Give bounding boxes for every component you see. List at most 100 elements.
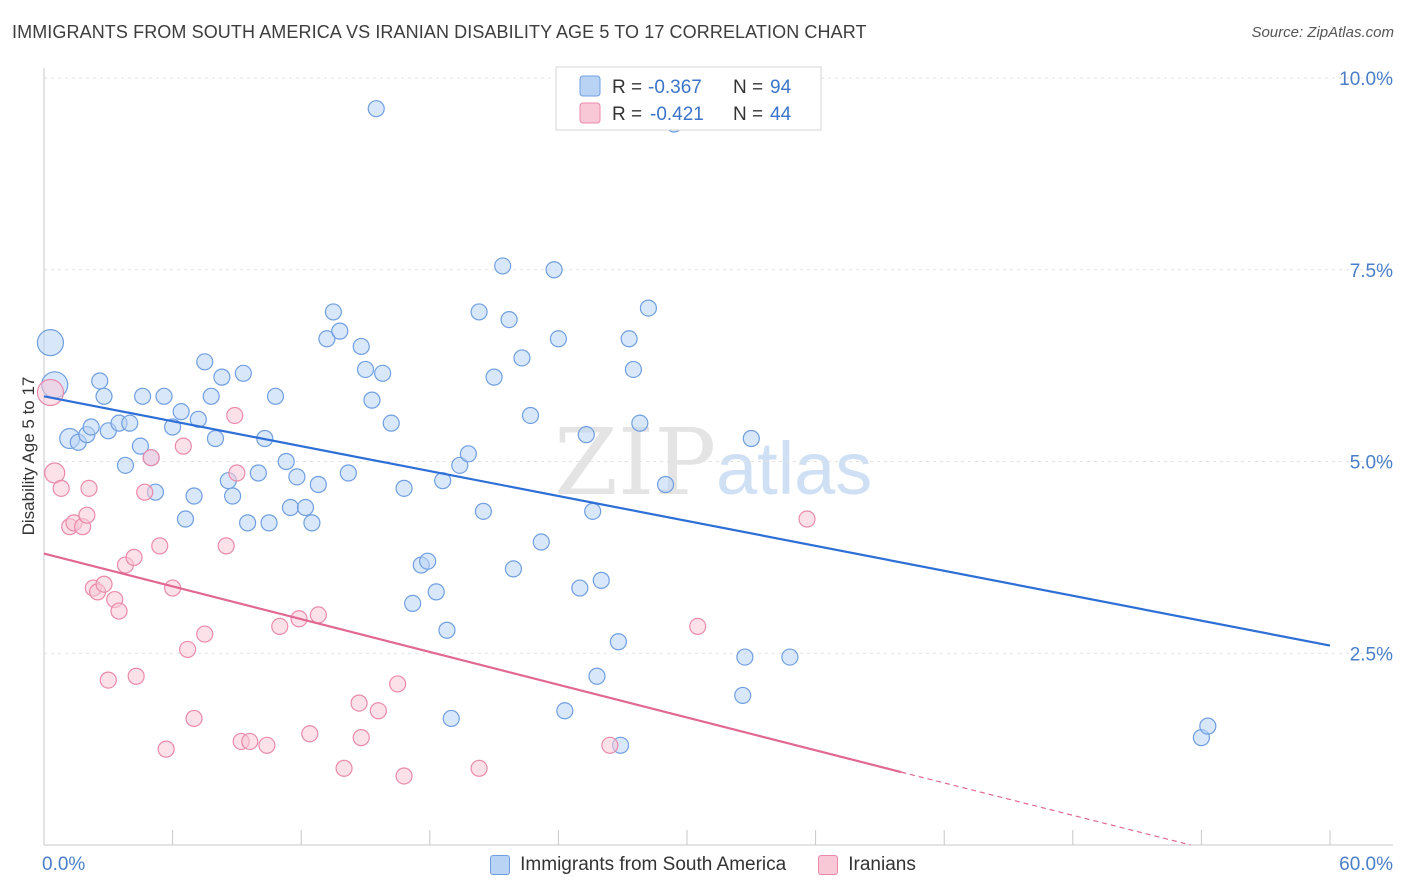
point-south-america (404, 594, 422, 612)
point-iranian (301, 725, 319, 743)
point-south-america (185, 487, 203, 505)
point-south-america (352, 337, 370, 356)
legend-swatch-blue (579, 75, 601, 97)
point-iranian (470, 759, 488, 777)
point-south-america (155, 387, 173, 405)
point-iranian (226, 406, 244, 425)
point-south-america (296, 498, 315, 517)
point-south-america (116, 456, 135, 474)
point-south-america (781, 648, 799, 666)
y-tick-label: 5.0% (1350, 453, 1393, 474)
point-south-america (95, 387, 113, 405)
trend-lines (43, 395, 1331, 846)
point-south-america (656, 475, 675, 494)
legend-label-iranians: Iranians (848, 854, 916, 875)
point-south-america (500, 311, 518, 329)
legend-n-label-pink: N = (733, 104, 763, 125)
point-south-america (513, 349, 531, 367)
point-iranian (185, 709, 203, 728)
point-iranian (241, 732, 259, 751)
point-south-america (734, 686, 752, 705)
axes (43, 68, 1393, 846)
point-south-america (474, 502, 492, 520)
point-iranian (151, 537, 169, 555)
point-iranian (174, 437, 192, 455)
point-iranian (335, 759, 353, 777)
point-south-america (620, 330, 638, 348)
point-south-america (318, 330, 336, 348)
point-south-america (549, 330, 568, 348)
legend-label-south-america: Immigrants from South America (520, 854, 787, 875)
point-south-america (438, 621, 456, 639)
point-iranian (78, 506, 96, 524)
point-south-america (121, 414, 139, 432)
correlation-legend: R = -0.367 N = 94 R = -0.421 N = 44 (555, 66, 822, 131)
point-south-america (176, 510, 195, 528)
point-south-america (239, 514, 257, 532)
y-tick-labels: 2.5% 5.0% 7.5% 10.0% (1339, 69, 1393, 665)
point-south-america (639, 299, 658, 317)
point-iranian (80, 479, 98, 497)
point-south-america (266, 387, 285, 405)
point-south-america (249, 464, 267, 482)
point-iranian (217, 537, 235, 555)
point-south-america (577, 426, 595, 444)
point-south-america (281, 498, 300, 517)
point-south-america (382, 414, 400, 432)
point-iranian (136, 483, 154, 501)
point-south-america (451, 456, 469, 474)
point-south-america (556, 702, 574, 720)
point-south-america (588, 667, 606, 685)
legend-r-value-pink: -0.421 (650, 104, 704, 125)
trend-line-south-america (43, 395, 1331, 647)
chart-source: Source: ZipAtlas.com (1251, 24, 1394, 41)
point-south-america (224, 487, 242, 505)
point-iranian (395, 767, 413, 785)
point-south-america (202, 387, 220, 405)
chart-title: IMMIGRANTS FROM SOUTH AMERICA VS IRANIAN… (12, 22, 867, 42)
legend-r-value-blue: -0.367 (648, 77, 702, 98)
point-south-america (736, 648, 754, 666)
point-south-america (339, 464, 357, 482)
point-iranian (196, 625, 214, 643)
point-south-america (459, 445, 477, 463)
point-south-america (609, 633, 628, 651)
point-south-america (288, 468, 306, 486)
point-iranian (36, 378, 65, 407)
x-tick-label-min: 0.0% (42, 854, 85, 875)
point-south-america (196, 353, 214, 371)
legend-swatch-iranians (818, 855, 839, 875)
trend-line-iranians-extension (901, 771, 1191, 846)
point-iranian (271, 617, 289, 636)
point-south-america (367, 100, 385, 118)
point-iranian (142, 449, 160, 467)
point-iranian (601, 736, 619, 754)
point-iranian (798, 510, 816, 528)
point-iranian (95, 575, 113, 593)
y-axis-label: Disability Age 5 to 17 (19, 377, 38, 536)
legend-swatch-pink (579, 102, 601, 124)
point-south-america (592, 571, 610, 589)
watermark-atlas: atlas (716, 427, 872, 510)
legend-n-value-pink: 44 (770, 104, 792, 125)
point-iranian (258, 736, 276, 754)
point-iranian (157, 740, 175, 758)
point-south-america (206, 429, 225, 448)
point-south-america (521, 406, 540, 425)
point-south-america (363, 391, 381, 409)
point-south-america (309, 475, 327, 494)
y-tick-label: 10.0% (1339, 69, 1393, 90)
point-iranian (369, 702, 387, 720)
point-south-america (36, 329, 65, 357)
point-iranian (352, 729, 370, 747)
point-iranian (389, 675, 407, 693)
x-tick-label-max: 60.0% (1339, 854, 1393, 875)
point-south-america (260, 514, 278, 532)
legend-r-label-blue: R = (612, 77, 642, 98)
legend-swatch-south-america (490, 855, 511, 875)
point-south-america (331, 322, 349, 340)
point-south-america (91, 372, 109, 390)
point-south-america (624, 360, 643, 379)
point-iranian (125, 548, 143, 566)
